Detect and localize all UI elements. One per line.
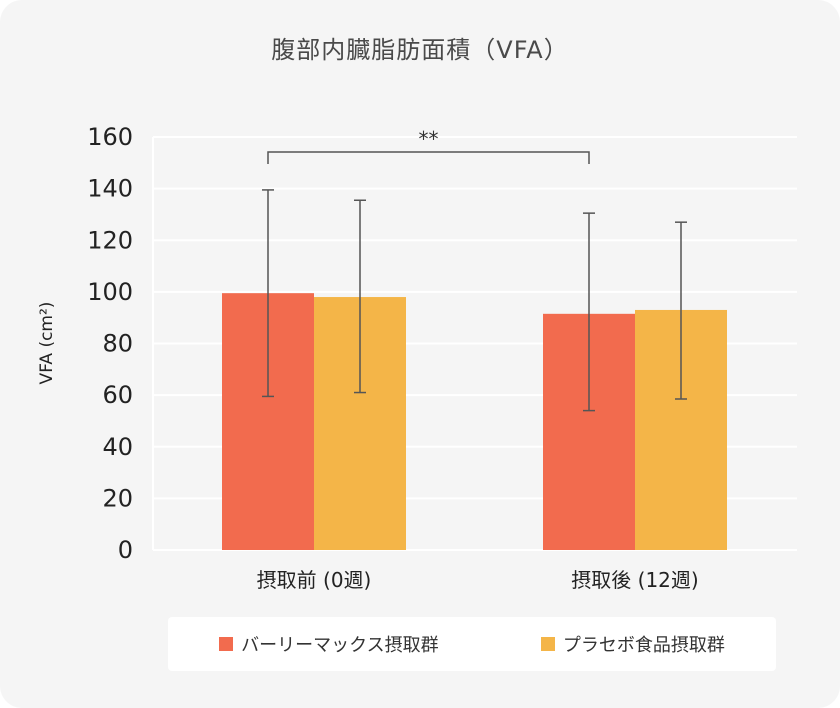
y-tick-label: 0: [118, 536, 133, 564]
y-axis-label: VFA (cm²): [37, 302, 57, 385]
legend-swatch-placebo: [540, 637, 555, 651]
legend-label-barleymax: バーリーマックス摂取群: [241, 635, 439, 656]
legend-item-placebo: プラセボ食品摂取群: [540, 631, 725, 657]
legend-label-placebo: プラセボ食品摂取群: [562, 635, 725, 656]
y-tick-label: 100: [87, 278, 133, 306]
y-tick-label: 20: [102, 484, 133, 512]
legend-swatch-barleymax: [219, 637, 234, 651]
y-tick-label: 120: [87, 226, 133, 254]
chart-title: 腹部内臓脂肪面積（VFA）: [271, 36, 569, 64]
significance-label: **: [419, 127, 439, 151]
y-tick-label: 160: [87, 123, 133, 151]
legend: バーリーマックス摂取群 プラセボ食品摂取群: [168, 617, 776, 671]
y-tick-label: 60: [102, 381, 133, 409]
y-tick-label: 40: [102, 433, 133, 461]
x-tick-label: 摂取前 (0週): [257, 568, 372, 592]
y-tick-label: 80: [102, 330, 133, 358]
legend-item-barleymax: バーリーマックス摂取群: [219, 631, 439, 657]
y-tick-label: 140: [87, 175, 133, 203]
x-tick-label: 摂取後 (12週): [571, 568, 698, 592]
significance-bracket: [267, 151, 590, 164]
